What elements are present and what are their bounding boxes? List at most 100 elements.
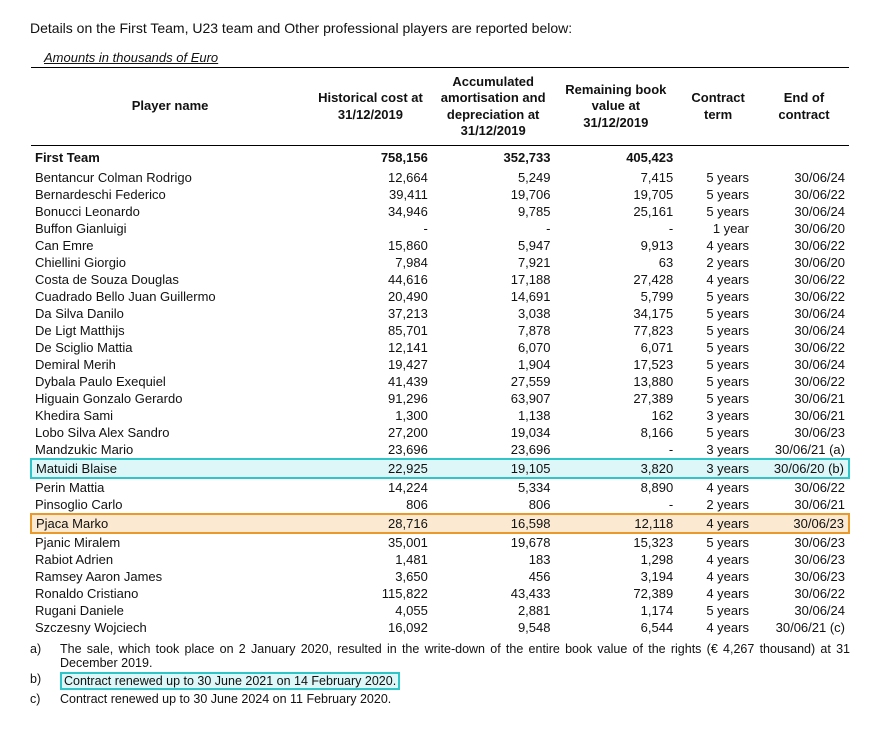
player-name: Rugani Daniele <box>31 602 309 619</box>
amortisation: 5,334 <box>432 478 555 496</box>
amortisation: 6,070 <box>432 339 555 356</box>
col-historical-cost: Historical cost at 31/12/2019 <box>309 68 432 146</box>
contract-term: 5 years <box>677 288 759 305</box>
footnote-text: Contract renewed up to 30 June 2021 on 1… <box>60 672 850 690</box>
book-value: 17,523 <box>555 356 678 373</box>
contract-term: 4 years <box>677 478 759 496</box>
table-row: Ramsey Aaron James3,6504563,1944 years30… <box>31 568 849 585</box>
contract-term: 5 years <box>677 424 759 441</box>
book-value: 8,890 <box>555 478 678 496</box>
player-name: Ronaldo Cristiano <box>31 585 309 602</box>
historical-cost: 115,822 <box>309 585 432 602</box>
end-contract: 30/06/22 <box>759 585 849 602</box>
contract-term: 4 years <box>677 271 759 288</box>
player-name: Pjaca Marko <box>31 514 309 533</box>
contract-term: 5 years <box>677 533 759 551</box>
end-contract: 30/06/21 (a) <box>759 441 849 459</box>
book-value: 1,298 <box>555 551 678 568</box>
amortisation: 43,433 <box>432 585 555 602</box>
footnote-a: a) The sale, which took place on 2 Janua… <box>30 642 850 670</box>
contract-term: 2 years <box>677 496 759 514</box>
table-row: Chiellini Giorgio7,9847,921632 years30/0… <box>31 254 849 271</box>
end-contract: 30/06/21 (c) <box>759 619 849 636</box>
table-row: De Sciglio Mattia12,1416,0706,0715 years… <box>31 339 849 356</box>
player-name: Cuadrado Bello Juan Guillermo <box>31 288 309 305</box>
historical-cost: 19,427 <box>309 356 432 373</box>
player-name: Bentancur Colman Rodrigo <box>31 169 309 186</box>
end-contract: 30/06/23 <box>759 533 849 551</box>
player-name: Lobo Silva Alex Sandro <box>31 424 309 441</box>
amortisation: 9,785 <box>432 203 555 220</box>
player-name: Buffon Gianluigi <box>31 220 309 237</box>
end-contract: 30/06/23 <box>759 568 849 585</box>
table-row: Rabiot Adrien1,4811831,2984 years30/06/2… <box>31 551 849 568</box>
historical-cost: 37,213 <box>309 305 432 322</box>
table-row: Szczesny Wojciech16,0929,5486,5444 years… <box>31 619 849 636</box>
amortisation: 9,548 <box>432 619 555 636</box>
amortisation: 7,878 <box>432 322 555 339</box>
book-value: 3,820 <box>555 459 678 478</box>
amortisation: - <box>432 220 555 237</box>
book-value: 6,071 <box>555 339 678 356</box>
historical-cost: 27,200 <box>309 424 432 441</box>
amortisation: 19,678 <box>432 533 555 551</box>
col-player: Player name <box>31 68 309 146</box>
table-row: Pjaca Marko28,71616,59812,1184 years30/0… <box>31 514 849 533</box>
book-value: 5,799 <box>555 288 678 305</box>
end-contract: 30/06/20 (b) <box>759 459 849 478</box>
footnote-label: a) <box>30 642 60 670</box>
contract-term: 5 years <box>677 322 759 339</box>
footnote-text: Contract renewed up to 30 June 2024 on 1… <box>60 692 850 706</box>
historical-cost: 22,925 <box>309 459 432 478</box>
end-contract: 30/06/24 <box>759 322 849 339</box>
historical-cost: 7,984 <box>309 254 432 271</box>
table-row: Ronaldo Cristiano115,82243,43372,3894 ye… <box>31 585 849 602</box>
historical-cost: 806 <box>309 496 432 514</box>
book-value: 162 <box>555 407 678 424</box>
player-name: Chiellini Giorgio <box>31 254 309 271</box>
player-name: Ramsey Aaron James <box>31 568 309 585</box>
player-name: De Sciglio Mattia <box>31 339 309 356</box>
end-contract: 30/06/22 <box>759 478 849 496</box>
table-row: Perin Mattia14,2245,3348,8904 years30/06… <box>31 478 849 496</box>
table-row: De Ligt Matthijs85,7017,87877,8235 years… <box>31 322 849 339</box>
book-value: 9,913 <box>555 237 678 254</box>
book-value: - <box>555 496 678 514</box>
contract-term: 3 years <box>677 459 759 478</box>
book-value: 12,118 <box>555 514 678 533</box>
book-value: 25,161 <box>555 203 678 220</box>
contract-term: 3 years <box>677 441 759 459</box>
table-row: Da Silva Danilo37,2133,03834,1755 years3… <box>31 305 849 322</box>
end-contract: 30/06/21 <box>759 496 849 514</box>
end-contract: 30/06/22 <box>759 288 849 305</box>
book-value: 6,544 <box>555 619 678 636</box>
book-value: 8,166 <box>555 424 678 441</box>
amortisation: 2,881 <box>432 602 555 619</box>
contract-term: 4 years <box>677 551 759 568</box>
table-row: Higuain Gonzalo Gerardo91,29663,90727,38… <box>31 390 849 407</box>
player-name: Dybala Paulo Exequiel <box>31 373 309 390</box>
historical-cost: 14,224 <box>309 478 432 496</box>
amortisation: 3,038 <box>432 305 555 322</box>
player-name: Pinsoglio Carlo <box>31 496 309 514</box>
book-value: 7,415 <box>555 169 678 186</box>
table-row: Khedira Sami1,3001,1381623 years30/06/21 <box>31 407 849 424</box>
historical-cost: 12,664 <box>309 169 432 186</box>
book-value: 34,175 <box>555 305 678 322</box>
end-contract: 30/06/22 <box>759 237 849 254</box>
amortisation: 16,598 <box>432 514 555 533</box>
historical-cost: 85,701 <box>309 322 432 339</box>
contract-term: 4 years <box>677 568 759 585</box>
contract-term: 5 years <box>677 602 759 619</box>
end-contract: 30/06/20 <box>759 220 849 237</box>
amortisation: 456 <box>432 568 555 585</box>
book-value: - <box>555 441 678 459</box>
table-row: Pjanic Miralem35,00119,67815,3235 years3… <box>31 533 849 551</box>
book-value: 15,323 <box>555 533 678 551</box>
end-contract: 30/06/22 <box>759 271 849 288</box>
player-name: Mandzukic Mario <box>31 441 309 459</box>
amortisation: 14,691 <box>432 288 555 305</box>
footnote-b-highlight: Contract renewed up to 30 June 2021 on 1… <box>60 672 400 690</box>
footnote-c: c) Contract renewed up to 30 June 2024 o… <box>30 692 850 706</box>
end-contract: 30/06/23 <box>759 551 849 568</box>
